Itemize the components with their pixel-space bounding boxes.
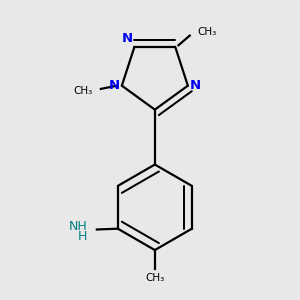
Text: CH₃: CH₃ [145,273,164,283]
Text: N: N [109,79,120,92]
Text: NH: NH [68,220,87,233]
Text: CH₃: CH₃ [198,27,217,37]
Text: H: H [78,230,87,243]
Text: N: N [122,32,133,45]
Text: N: N [190,79,201,92]
Text: CH₃: CH₃ [74,85,93,95]
